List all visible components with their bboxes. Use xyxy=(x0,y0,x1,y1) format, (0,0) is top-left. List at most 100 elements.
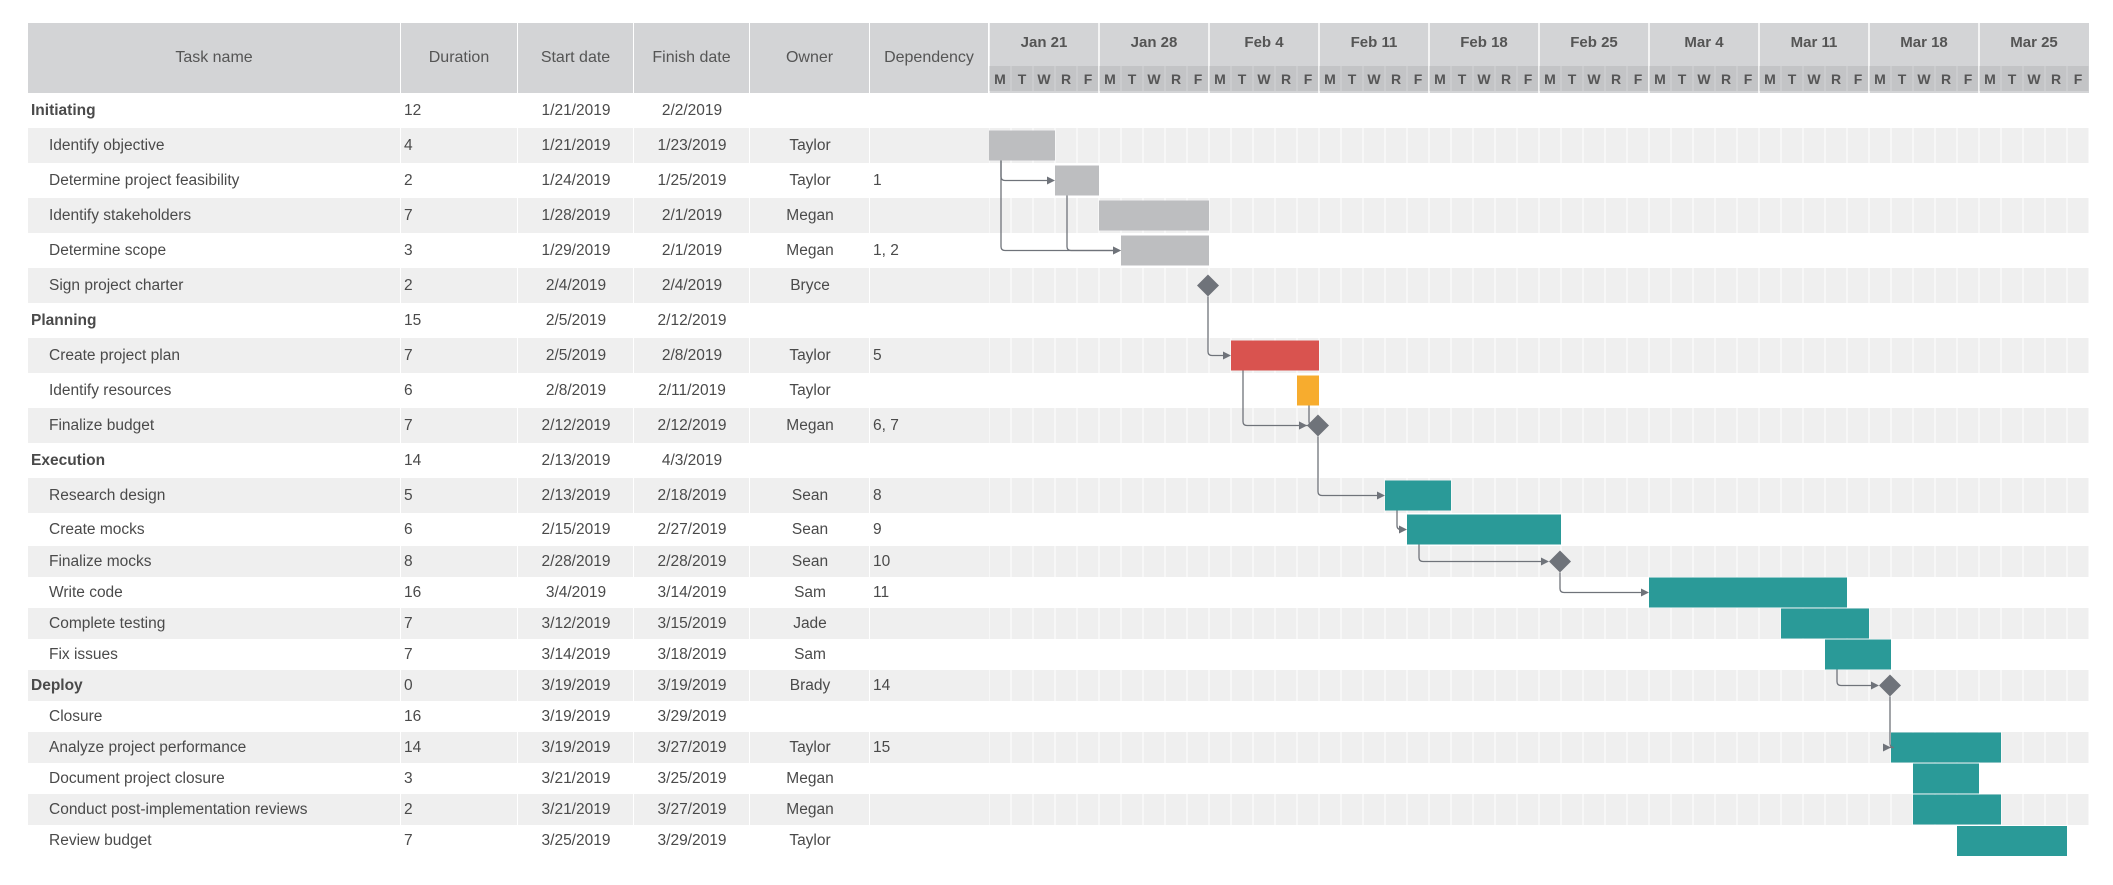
task-row[interactable]: Finalize budget 7 2/12/2019 2/12/2019 Megan 6… xyxy=(28,408,989,443)
day-cell xyxy=(1209,66,1231,91)
column-divider xyxy=(749,408,750,443)
task-row[interactable]: Complete testing 7 3/12/2019 3/15/2019 Jade xyxy=(28,608,989,639)
cell-start-date: 3/25/2019 xyxy=(541,832,611,849)
day-label: M xyxy=(1654,71,1666,87)
column-divider xyxy=(517,128,518,163)
cell-duration: 8 xyxy=(404,552,413,570)
day-label: R xyxy=(1501,71,1511,87)
cell-finish-date: 2/27/2019 xyxy=(657,520,727,538)
cell-task-name: Finalize mocks xyxy=(49,552,152,570)
day-cell xyxy=(1869,66,1891,91)
column-divider xyxy=(749,303,750,338)
cell-owner: Sean xyxy=(791,552,829,570)
column-divider xyxy=(869,303,870,338)
task-row[interactable]: Conduct post-implementation reviews 2 3/21… xyxy=(28,794,989,825)
column-divider xyxy=(869,373,870,408)
column-divider xyxy=(633,513,634,546)
column-divider xyxy=(749,763,750,794)
cell-owner: Megan xyxy=(786,206,834,224)
cell-start-date: 2/15/2019 xyxy=(541,520,611,538)
header-col-start-date[interactable]: Start date xyxy=(518,23,634,93)
task-group-row[interactable]: Planning 15 2/5/2019 2/12/2019 xyxy=(28,303,989,338)
task-bar xyxy=(1891,732,2001,763)
column-divider xyxy=(633,163,634,198)
task-row[interactable]: Research design 5 2/13/2019 2/18/2019 Sean 8 xyxy=(28,478,989,513)
column-divider xyxy=(517,268,518,303)
task-row[interactable]: Analyze project performance 14 3/19/2019 3/… xyxy=(28,732,989,763)
column-divider xyxy=(633,670,634,701)
column-divider xyxy=(749,546,750,577)
cell-dependency xyxy=(870,763,989,794)
cell-owner: Taylor xyxy=(789,346,831,364)
day-cell xyxy=(1451,66,1473,91)
cell-finish-date: 2/4/2019 xyxy=(661,276,723,294)
day-label: T xyxy=(2008,71,2017,87)
task-row[interactable]: Closure 16 3/19/2019 3/29/2019 xyxy=(28,701,989,732)
header-col-task-name[interactable]: Task name xyxy=(28,23,401,93)
task-row[interactable]: Create project plan 7 2/5/2019 2/8/2019 Tayl… xyxy=(28,338,989,373)
column-divider xyxy=(517,163,518,198)
cell-owner: Sean xyxy=(791,520,829,538)
column-divider xyxy=(633,408,634,443)
task-row[interactable]: Determine project feasibility 2 1/24/2019 1… xyxy=(28,163,989,198)
cell-finish-date: 2/12/2019 xyxy=(657,416,727,434)
day-label: W xyxy=(1367,71,1381,87)
column-divider xyxy=(869,443,870,478)
task-row[interactable]: Document project closure 3 3/21/2019 3/25/2… xyxy=(28,763,989,794)
cell-dependency xyxy=(870,303,989,338)
day-cell xyxy=(1011,66,1033,91)
day-label: M xyxy=(1324,71,1336,87)
cell-duration: 7 xyxy=(404,346,413,364)
cell-dependency xyxy=(870,373,989,408)
cell-duration: 7 xyxy=(404,832,413,849)
cell-task-name: Determine project feasibility xyxy=(49,171,240,189)
dependency-line xyxy=(1066,195,1115,252)
column-divider xyxy=(749,163,750,198)
task-row[interactable]: Determine scope 3 1/29/2019 2/1/2019 Megan 1,… xyxy=(28,233,989,268)
task-row[interactable]: Finalize mocks 8 2/28/2019 2/28/2019 Sean 10 xyxy=(28,546,989,577)
column-divider xyxy=(749,268,750,303)
day-label: F xyxy=(1524,71,1533,87)
header-col-owner[interactable]: Owner xyxy=(750,23,870,93)
column-divider xyxy=(517,478,518,513)
header-col-dependency[interactable]: Dependency xyxy=(870,23,989,93)
task-group-row[interactable]: Deploy 0 3/19/2019 3/19/2019 Brady 14 xyxy=(28,670,989,701)
day-cell xyxy=(2001,66,2023,91)
dependency-line xyxy=(1000,160,1115,252)
milestone-diamond xyxy=(1879,674,1901,697)
day-cell xyxy=(1935,66,1957,91)
task-row[interactable]: Identify stakeholders 7 1/28/2019 2/1/2019 M… xyxy=(28,198,989,233)
day-cell xyxy=(1825,66,1847,91)
column-divider xyxy=(869,577,870,608)
task-row[interactable]: Fix issues 7 3/14/2019 3/18/2019 Sam xyxy=(28,639,989,670)
column-divider xyxy=(400,233,401,268)
week-label: Mar 11 xyxy=(1791,34,1838,51)
day-cell xyxy=(1231,66,1253,91)
cell-dependency xyxy=(870,443,989,478)
task-group-row[interactable]: Execution 14 2/13/2019 4/3/2019 xyxy=(28,443,989,478)
header-col-finish-date[interactable]: Finish date xyxy=(634,23,750,93)
day-label: F xyxy=(1304,71,1313,87)
task-group-row[interactable]: Initiating 12 1/21/2019 2/2/2019 xyxy=(28,93,989,128)
day-label: M xyxy=(1874,71,1886,87)
task-row[interactable]: Review budget 7 3/25/2019 3/29/2019 Taylor xyxy=(28,825,989,857)
cell-start-date: 2/5/2019 xyxy=(545,346,607,364)
cell-owner: Sam xyxy=(794,645,826,663)
header-col-duration[interactable]: Duration xyxy=(401,23,518,93)
day-cell xyxy=(1385,66,1407,91)
column-divider xyxy=(749,478,750,513)
task-row[interactable]: Sign project charter 2 2/4/2019 2/4/2019 Bry… xyxy=(28,268,989,303)
cell-duration: 3 xyxy=(404,241,413,259)
cell-task-name: Review budget xyxy=(49,832,152,849)
cell-dependency: 1 xyxy=(873,171,882,189)
milestone-diamond xyxy=(1549,550,1571,573)
cell-duration: 6 xyxy=(404,381,413,399)
task-row[interactable]: Create mocks 6 2/15/2019 2/27/2019 Sean 9 xyxy=(28,513,989,546)
task-row[interactable]: Identify resources 6 2/8/2019 2/11/2019 Tayl… xyxy=(28,373,989,408)
task-bar xyxy=(1649,577,1847,608)
task-row[interactable]: Identify objective 4 1/21/2019 1/23/2019 Tay… xyxy=(28,128,989,163)
task-row[interactable]: Write code 16 3/4/2019 3/14/2019 Sam 11 xyxy=(28,577,989,608)
cell-owner: Sean xyxy=(791,486,829,504)
day-label: F xyxy=(1964,71,1973,87)
column-divider xyxy=(400,639,401,670)
